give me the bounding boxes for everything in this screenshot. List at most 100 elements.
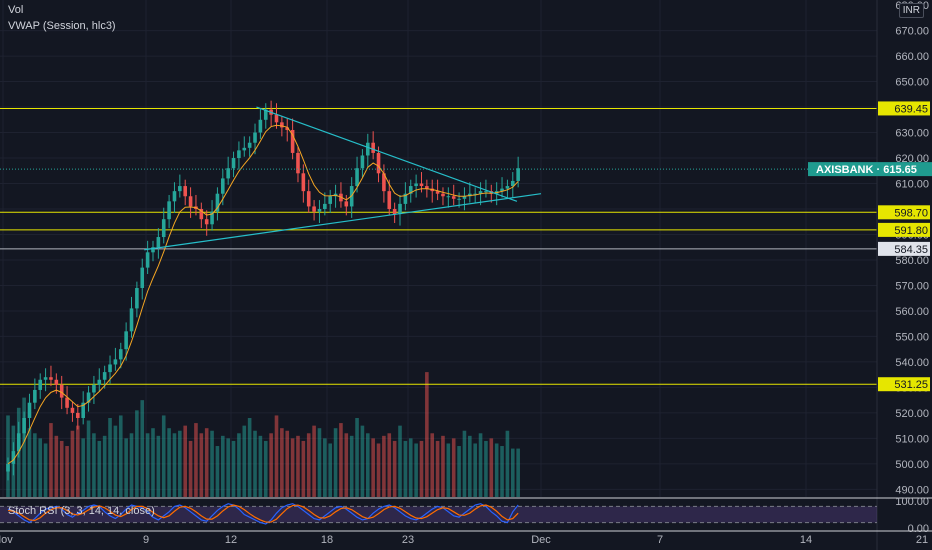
candle-body [263,109,268,120]
volume-bar [457,446,461,497]
candle-body [118,349,123,360]
candle-body [102,372,107,380]
volume-bar [161,415,166,497]
candle-body [344,201,349,207]
volume-bar [86,420,91,497]
level-tag [878,101,930,116]
candle-body [258,119,263,133]
volume-bar [269,433,273,497]
volume-bar [22,397,26,497]
volume-bar [414,443,418,497]
candle-body [247,142,252,148]
volume-bar [312,425,316,497]
volume-bar [473,443,477,497]
candle-body [403,193,408,204]
volume-bar [33,433,37,497]
candle-body [183,186,188,197]
candle-body [231,158,236,169]
volume-bar [247,417,252,497]
candle-body [425,186,429,189]
volume-bar [70,430,75,497]
candle-body [172,191,177,202]
candle-body [92,384,96,393]
volume-bar [290,438,295,497]
volume-bar [430,433,435,497]
volume-bar [145,433,150,497]
volume-bar [258,435,263,497]
level-tag-label: 584.35 [894,244,928,256]
stoch-k-line [7,503,519,525]
volume-bar [441,435,445,497]
price-tick-label: 540.00 [895,357,929,369]
currency-badge[interactable]: INR [898,3,924,18]
candle-body [510,180,515,187]
price-tick-label: 570.00 [895,280,929,292]
volume-bar [226,438,230,497]
x-tick-label: 14 [800,534,812,546]
candle-body [65,397,69,408]
volume-bar [500,446,504,497]
volume-bar [462,430,467,497]
candle-body [484,191,488,193]
candle-body [392,208,397,215]
candle-body [237,150,241,159]
candle-body [210,211,214,225]
volume-bar [43,443,48,497]
level-tag-label: 598.70 [894,207,928,219]
volume-bar [49,423,53,497]
x-tick-label: 9 [143,534,149,546]
volume-bar [339,423,343,497]
volume-bar [108,417,112,497]
level-tag-label: 591.80 [894,225,928,237]
symbol-price-tag[interactable] [808,162,932,177]
candle-body [280,122,284,128]
volume-bar [382,435,386,497]
volume-bar [285,430,290,497]
volume-bar [398,425,402,497]
horizontal-levels [0,107,877,385]
candle-body [81,402,85,418]
volume-bar [360,425,365,497]
volume-bar [505,430,510,497]
stoch-tick-label: 0.00 [908,523,929,535]
legend-vwap: VWAP (Session, hlc3) [8,20,116,32]
volume-bar [38,438,43,497]
volume-bar [183,425,188,497]
candle-body [274,114,279,123]
volume-bar [408,438,413,497]
volume-bar [419,440,424,497]
volume-bar [6,415,10,497]
x-tick-label: Dec [531,534,551,546]
candle-body [317,208,322,212]
volume-bar [376,443,381,497]
price-tick-label: 620.00 [895,153,929,165]
candle-body [312,206,316,212]
candle-body [129,308,134,332]
candle-body [365,142,370,156]
candle-body [451,196,456,199]
candle-body [457,198,461,200]
price-tick-label: 510.00 [895,433,929,445]
volume-bar [484,440,488,497]
candle-body [253,132,257,143]
price-tick-label: 550.00 [895,331,929,343]
candle-body [473,193,477,195]
trendline-upper[interactable] [256,106,518,202]
volume-bar [167,428,171,497]
price-tick-label: 560.00 [895,306,929,318]
trendline-lower[interactable] [144,193,542,251]
volume-bar [263,440,268,497]
volume-bar [172,433,177,497]
volume-bar [306,433,311,497]
volume-bar [210,430,214,497]
candle-body [215,193,220,212]
candle-body [22,417,26,434]
legend-volume: Vol [8,4,24,16]
volume-bar [478,433,483,497]
candle-body [323,203,327,209]
volume-bar [76,425,80,497]
candle-body [135,288,139,309]
volume-bar [323,438,327,497]
volume-bar [296,435,300,497]
